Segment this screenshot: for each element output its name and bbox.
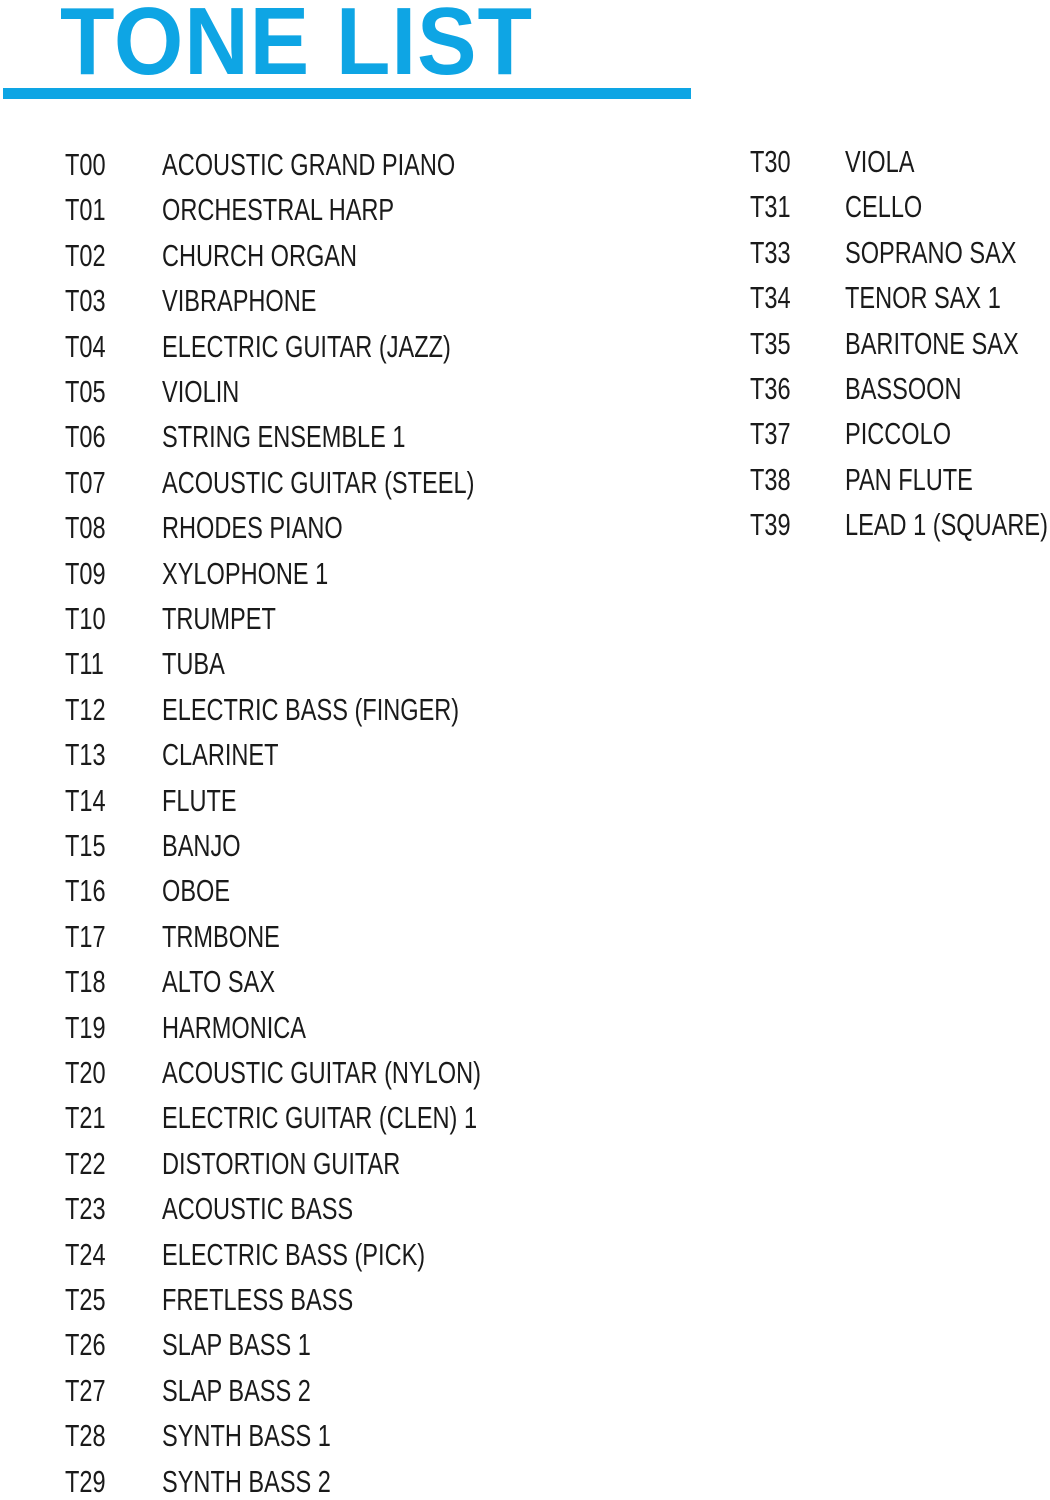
tone-code: T35 [750,325,791,361]
tone-code: T13 [65,737,106,773]
tone-code: T14 [65,782,106,818]
tone-code: T34 [750,280,791,316]
tone-name: VIOLIN [162,374,240,409]
tone-code: T05 [65,374,106,409]
tone-name: CLARINET [162,737,279,773]
tone-name: BASSOON [845,371,962,406]
tone-name: ELECTRIC GUITAR (CLEN) 1 [162,1100,478,1136]
tone-name: CELLO [845,189,923,225]
tone-name: SYNTH BASS 1 [162,1418,331,1454]
tone-name: SYNTH BASS 2 [162,1463,331,1499]
tone-name: CHURCH ORGAN [162,237,358,273]
tone-name: ALTO SAX [162,964,276,1000]
tone-name: FRETLESS BASS [162,1282,354,1317]
tone-code: T09 [65,555,106,591]
tone-code: T15 [65,828,106,863]
tone-name: RHODES PIANO [162,510,343,546]
tone-name: TRMBONE [162,918,280,954]
tone-code: T19 [65,1009,106,1045]
tone-name: TENOR SAX 1 [845,280,1001,316]
tone-code: T21 [65,1100,106,1136]
tone-name: TRUMPET [162,601,276,636]
tone-name: VIBRAPHONE [162,283,317,319]
tone-name: ACOUSTIC BASS [162,1191,354,1227]
tone-code: T36 [750,371,791,406]
title-underline [3,88,691,99]
tone-name: ACOUSTIC GUITAR (STEEL) [162,464,475,500]
tone-code: T04 [65,328,106,364]
tone-code: T26 [65,1327,106,1363]
tone-name: DISTORTION GUITAR [162,1145,401,1181]
tone-code: T28 [65,1418,106,1454]
tone-code: T11 [65,646,104,682]
tone-name: ACOUSTIC GUITAR (NYLON) [162,1055,481,1090]
tone-name: FLUTE [162,782,237,818]
tone-code: T12 [65,691,106,727]
tone-code: T03 [65,283,106,319]
tone-code: T02 [65,237,106,273]
tone-name: ORCHESTRAL HARP [162,192,395,228]
tone-name: BARITONE SAX [845,325,1019,361]
tone-name: PICCOLO [845,416,952,452]
tone-name: ACOUSTIC GRAND PIANO [162,147,456,182]
tone-code: T20 [65,1055,106,1090]
page-title: TONE LIST [60,0,533,95]
tone-name: OBOE [162,873,231,909]
tone-name: ELECTRIC GUITAR (JAZZ) [162,328,451,364]
tone-code: T18 [65,964,106,1000]
tone-name: LEAD 1 (SQUARE) [845,507,1048,543]
tone-name: ELECTRIC BASS (FINGER) [162,691,460,727]
tone-code: T10 [65,601,106,636]
tone-code: T30 [750,144,791,179]
tone-code: T01 [65,192,106,228]
tone-code: T31 [750,189,791,225]
tone-name: HARMONICA [162,1009,306,1045]
tone-name: TUBA [162,646,225,682]
tone-name: SOPRANO SAX [845,234,1017,270]
tone-code: T39 [750,507,791,543]
tone-code: T17 [65,918,106,954]
tone-code: T22 [65,1145,106,1181]
tone-code: T38 [750,461,791,497]
tone-code: T00 [65,147,106,182]
tone-code: T23 [65,1191,106,1227]
tone-name: ELECTRIC BASS (PICK) [162,1236,426,1272]
tone-name: SLAP BASS 2 [162,1372,311,1408]
tone-code: T33 [750,234,791,270]
tone-code: T06 [65,419,106,455]
tone-code: T37 [750,416,791,452]
tone-name: VIOLA [845,144,915,179]
tone-name: SLAP BASS 1 [162,1327,311,1363]
tone-code: T27 [65,1372,106,1408]
tone-code: T08 [65,510,106,546]
tone-code: T25 [65,1282,106,1317]
tone-name: PAN FLUTE [845,461,973,497]
tone-code: T16 [65,873,106,909]
tone-name: BANJO [162,828,241,863]
tone-code: T07 [65,464,106,500]
tone-code: T24 [65,1236,106,1272]
tone-name: STRING ENSEMBLE 1 [162,419,406,455]
tone-name: XYLOPHONE 1 [162,555,329,591]
tone-code: T29 [65,1463,106,1499]
